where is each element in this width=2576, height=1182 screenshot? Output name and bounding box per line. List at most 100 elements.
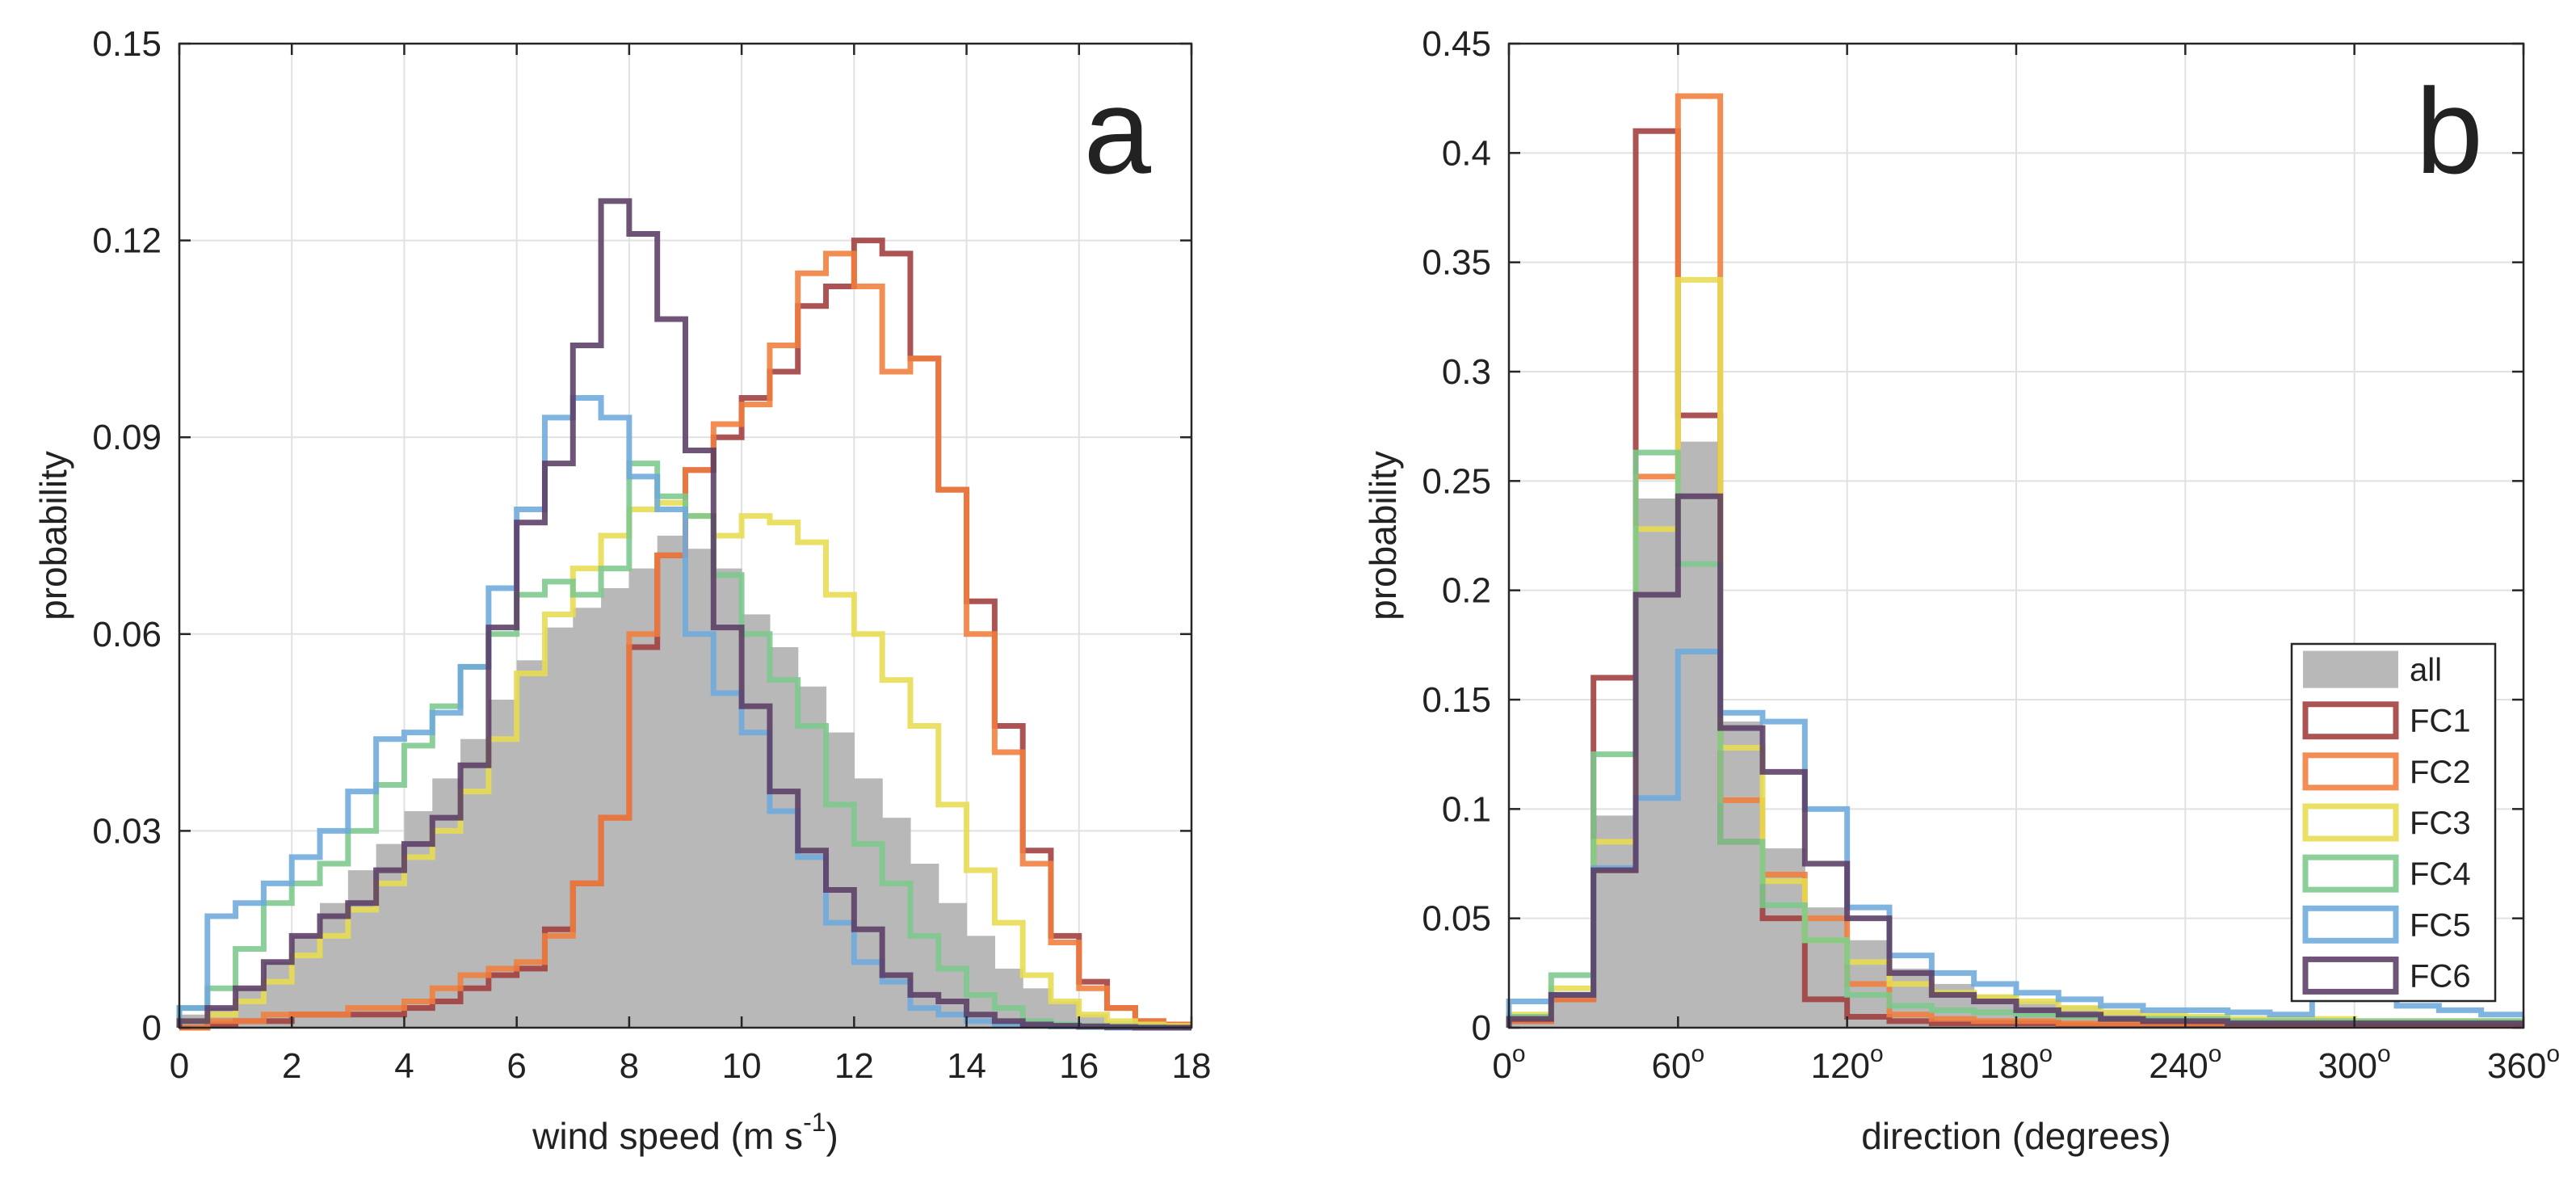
panel-a-x-axis-label: wind speed (m s-1): [532, 1108, 838, 1157]
panel-a-wind-speed: 0 2 4 6 8 10 12 14 16 18 0 0.03 0.06 0.09 0.12 0.15 a p…: [32, 24, 1211, 1157]
y-tick-label-1: 0.05: [1422, 899, 1491, 939]
bar-all-5: [320, 902, 349, 1028]
bar-all-18: [685, 549, 714, 1028]
legend-label-fc3: FC3: [2410, 806, 2471, 841]
y-tick-label-9: 0.45: [1422, 24, 1491, 64]
legend-swatch-fc4: [2302, 854, 2399, 893]
y-tick-label-6: 0.3: [1442, 352, 1491, 392]
x-tick-label-8: 16: [1059, 1046, 1099, 1086]
y-tick-label-3: 0.09: [92, 418, 162, 457]
x-tick-degree-5: o: [2377, 1041, 2391, 1067]
panel-b-letter: b: [2416, 63, 2483, 199]
x-tick-label-2: 120o: [1811, 1041, 1884, 1086]
y-tick-label-4: 0.12: [92, 221, 162, 261]
panel-b-x-axis-label: direction (degrees): [1861, 1115, 2171, 1157]
y-tick-label-0: 0: [1472, 1008, 1491, 1048]
legend-swatch-fc5: [2302, 905, 2399, 944]
bar-all-11: [488, 700, 518, 1028]
x-tick-label-7: 14: [947, 1046, 986, 1086]
x-tick-label-0: 0: [170, 1046, 189, 1086]
x-tick-degree-6: o: [2546, 1041, 2560, 1067]
x-tick-label-5: 10: [722, 1046, 762, 1086]
legend-label-fc1: FC1: [2410, 704, 2471, 739]
x-tick-label-2: 4: [394, 1046, 414, 1086]
bar-all-10: [460, 738, 490, 1028]
panel-a-x-axis-label-end: ): [826, 1115, 838, 1157]
panel-b-direction: 0o 60o 120o 180o 240o 300o 360o 0 0.05 0.1 0.15 0.2…: [1362, 24, 2560, 1157]
series-line-fc6: [1506, 493, 2523, 1028]
y-tick-label-0: 0: [142, 1008, 162, 1048]
legend-swatch-fc6: [2302, 956, 2399, 995]
bar-all-24: [854, 778, 883, 1028]
bar-all-15: [601, 587, 630, 1028]
bar-all-3: [263, 961, 292, 1028]
bar-all-20: [742, 614, 771, 1028]
y-tick-label-8: 0.4: [1442, 133, 1491, 173]
panel-b-series-lines: [1506, 93, 2523, 1028]
x-tick-degree-4: o: [2208, 1041, 2222, 1067]
bar-all-29: [994, 968, 1023, 1028]
y-tick-label-1: 0.03: [92, 811, 162, 851]
bar-all-2: [1593, 815, 1637, 1028]
series-line-fc4: [176, 461, 1191, 1031]
bar-all-27: [938, 902, 968, 1028]
bar-all-9: [1889, 968, 1932, 1028]
bar-all-14: [573, 608, 602, 1028]
x-tick-degree-0: o: [1512, 1041, 1526, 1067]
bar-all-6: [1763, 848, 1805, 1028]
bar-all-23: [826, 732, 855, 1028]
x-tick-label-5: 300o: [2318, 1041, 2391, 1086]
x-tick-label-3: 6: [506, 1046, 526, 1086]
legend-swatch-fc1: [2302, 701, 2399, 740]
legend-label-fc4: FC4: [2410, 856, 2471, 892]
bar-all-12: [516, 660, 546, 1028]
panel-a-x-axis-label-main: wind speed (m s: [532, 1115, 803, 1157]
bar-all-5: [1720, 721, 1763, 1028]
y-tick-label-5: 0.15: [92, 24, 162, 64]
panel-b-ticks: 0o 60o 120o 180o 240o 300o 360o 0 0.05 0.1 0.15 0.2…: [1422, 24, 2560, 1086]
legend-label-fc5: FC5: [2410, 907, 2471, 943]
y-tick-label-2: 0.1: [1442, 789, 1491, 829]
legend: all FC1 FC2 FC3 FC4 FC5 FC6: [2290, 642, 2497, 1003]
bar-all-26: [910, 864, 939, 1028]
x-tick-label-6: 12: [834, 1046, 874, 1086]
bar-all-19: [713, 568, 742, 1028]
series-line-fc6: [176, 198, 1191, 1031]
bar-all-8: [404, 811, 433, 1028]
bar-all-7: [1805, 907, 1848, 1028]
x-tick-label-4: 8: [620, 1046, 639, 1086]
panel-a-frame: [178, 42, 1193, 1029]
y-tick-label-4: 0.2: [1442, 571, 1491, 611]
bar-all-1: [1551, 999, 1595, 1028]
y-tick-label-2: 0.06: [92, 615, 162, 654]
bar-all-0: [1509, 1020, 1552, 1028]
bar-all-3: [1636, 498, 1679, 1028]
x-tick-degree-2: o: [1870, 1041, 1884, 1067]
bar-all-16: [628, 568, 658, 1028]
x-tick-label-9: 18: [1172, 1046, 1212, 1086]
bar-all-25: [882, 818, 911, 1028]
bar-all-7: [376, 843, 406, 1028]
x-tick-label-0: 0o: [1492, 1041, 1525, 1086]
panel-a-y-axis-label: probability: [32, 451, 74, 620]
x-tick-label-1: 60o: [1652, 1041, 1705, 1086]
bar-all-17: [657, 536, 687, 1028]
y-tick-label-3: 0.15: [1422, 680, 1491, 720]
y-tick-label-5: 0.25: [1422, 461, 1491, 501]
bar-all-6: [347, 870, 377, 1028]
panel-a-letter: a: [1084, 63, 1152, 199]
bar-all-13: [544, 627, 574, 1028]
legend-swatch-fc3: [2302, 803, 2399, 842]
bar-all-21: [769, 647, 799, 1028]
x-tick-label-4: 240o: [2149, 1041, 2221, 1086]
bar-all-4: [1678, 441, 1721, 1028]
legend-label-all: all: [2410, 653, 2442, 688]
legend-label-fc6: FC6: [2410, 958, 2471, 994]
legend-swatch-all: [2303, 650, 2398, 688]
x-tick-degree-3: o: [2039, 1041, 2053, 1067]
legend-label-fc2: FC2: [2410, 755, 2471, 790]
x-tick-label-1: 2: [282, 1046, 301, 1086]
y-tick-label-7: 0.35: [1422, 243, 1491, 283]
